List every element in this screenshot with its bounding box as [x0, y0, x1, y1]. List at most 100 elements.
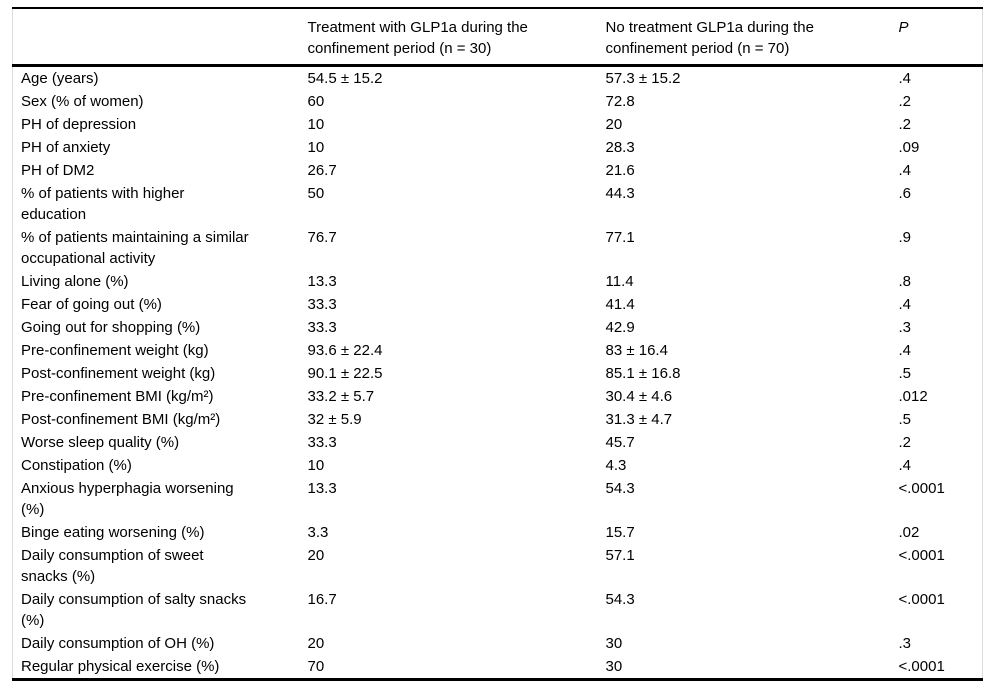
- table-row: Binge eating worsening (%) 3.3 15.7 .02: [13, 521, 983, 544]
- treatment-value: 70: [307, 658, 325, 675]
- row-label: Worse sleep quality (%): [21, 434, 180, 451]
- p-value: .2: [898, 93, 912, 110]
- treatment-value: 3.3: [307, 524, 329, 541]
- table-row: Age (years) 54.5 ± 15.2 57.3 ± 15.2 .4: [13, 66, 983, 91]
- no-treatment-value: 11.4: [605, 273, 634, 290]
- table-row: % of patients maintaining a similar occu…: [13, 226, 983, 270]
- table-row: Constipation (%) 10 4.3 .4: [13, 454, 983, 477]
- table-header: Treatment with GLP1a during the confinem…: [12, 8, 983, 67]
- table-row: Regular physical exercise (%) 70 30 <.0001: [13, 655, 983, 680]
- p-value: .012: [898, 388, 928, 405]
- table-row: Daily consumption of sweet snacks (%) 20 5…: [13, 544, 983, 588]
- p-value: .6: [898, 185, 912, 202]
- p-value: .3: [898, 635, 912, 652]
- row-label: Pre-confinement BMI (kg/m²): [21, 388, 214, 405]
- p-value: .02: [898, 524, 920, 541]
- table-row: PH of DM2 26.7 21.6 .4: [13, 159, 983, 182]
- p-value: .2: [898, 116, 912, 133]
- p-value: <.0001: [898, 591, 945, 608]
- no-treatment-value: 85.1 ± 16.8: [605, 365, 681, 382]
- glp1a-comparison-table: Treatment with GLP1a during the confinem…: [12, 7, 983, 681]
- no-treatment-value: 4.3: [605, 457, 627, 474]
- row-label: Daily consumption of sweet snacks (%): [21, 547, 204, 585]
- p-value: .2: [898, 434, 912, 451]
- header-row: Treatment with GLP1a during the confinem…: [12, 8, 983, 67]
- row-label: Anxious hyperphagia worsening (%): [21, 480, 234, 518]
- treatment-value: 60: [307, 93, 325, 110]
- no-treatment-value: 31.3 ± 4.7: [605, 411, 673, 428]
- no-treatment-value: 42.9: [605, 319, 635, 336]
- no-treatment-value: 57.1: [605, 547, 635, 564]
- row-label: Daily consumption of OH (%): [21, 635, 215, 652]
- p-value: .4: [898, 342, 912, 359]
- row-label: % of patients with higher education: [21, 185, 185, 223]
- table-body: Age (years) 54.5 ± 15.2 57.3 ± 15.2 .4 Sex (…: [13, 66, 983, 680]
- no-treatment-value: 72.8: [605, 93, 635, 110]
- table-row: Fear of going out (%) 33.3 41.4 .4: [13, 293, 983, 316]
- table-row: Post-confinement weight (kg) 90.1 ± 22.5 8…: [13, 362, 983, 385]
- no-treatment-value: 30.4 ± 4.6: [605, 388, 673, 405]
- table-row: Living alone (%) 13.3 11.4 .8: [13, 270, 983, 293]
- header-p-value: P: [898, 8, 983, 67]
- table-row: Going out for shopping (%) 33.3 42.9 .3: [13, 316, 983, 339]
- table-row: PH of anxiety 10 28.3 .09: [13, 136, 983, 159]
- no-treatment-value: 77.1: [605, 229, 635, 246]
- no-treatment-value: 54.3: [605, 591, 635, 608]
- treatment-value: 16.7: [307, 591, 337, 608]
- table-row: Daily consumption of OH (%) 20 30 .3: [13, 632, 983, 655]
- treatment-value: 20: [307, 635, 325, 652]
- table-row: Anxious hyperphagia worsening (%) 13.3 54.…: [13, 477, 983, 521]
- p-value: .9: [898, 229, 912, 246]
- row-label: Post-confinement BMI (kg/m²): [21, 411, 221, 428]
- treatment-value: 33.2 ± 5.7: [307, 388, 375, 405]
- treatment-value: 13.3: [307, 480, 337, 497]
- p-value: .8: [898, 273, 912, 290]
- row-label: Binge eating worsening (%): [21, 524, 205, 541]
- p-value: .4: [898, 296, 912, 313]
- table-row: Post-confinement BMI (kg/m²) 32 ± 5.9 31.3…: [13, 408, 983, 431]
- no-treatment-value: 15.7: [605, 524, 635, 541]
- no-treatment-value: 20: [605, 116, 623, 133]
- p-value: .5: [898, 411, 912, 428]
- p-value: <.0001: [898, 480, 945, 497]
- no-treatment-value: 41.4: [605, 296, 635, 313]
- no-treatment-value: 30: [605, 635, 623, 652]
- p-value: .4: [898, 162, 912, 179]
- header-treatment-group: Treatment with GLP1a during the confinem…: [307, 8, 606, 67]
- treatment-value: 26.7: [307, 162, 337, 179]
- no-treatment-value: 28.3: [605, 139, 635, 156]
- treatment-value: 13.3: [307, 273, 337, 290]
- p-value: .5: [898, 365, 912, 382]
- row-label: Regular physical exercise (%): [21, 658, 220, 675]
- p-value: .3: [898, 319, 912, 336]
- row-label: Age (years): [21, 70, 99, 87]
- no-treatment-value: 30: [605, 658, 623, 675]
- treatment-value: 20: [307, 547, 325, 564]
- table-row: Daily consumption of salty snacks (%) 16.…: [13, 588, 983, 632]
- row-label: PH of depression: [21, 116, 137, 133]
- treatment-value: 33.3: [307, 434, 337, 451]
- row-label: PH of anxiety: [21, 139, 111, 156]
- treatment-value: 54.5 ± 15.2: [307, 70, 383, 87]
- treatment-value: 32 ± 5.9: [307, 411, 362, 428]
- treatment-value: 33.3: [307, 296, 337, 313]
- header-empty-cell: [12, 8, 308, 67]
- treatment-value: 33.3: [307, 319, 337, 336]
- table-row: % of patients with higher education 50 44.…: [13, 182, 983, 226]
- row-label: Post-confinement weight (kg): [21, 365, 216, 382]
- p-value: .09: [898, 139, 920, 156]
- treatment-value: 10: [307, 457, 325, 474]
- row-label: Constipation (%): [21, 457, 132, 474]
- p-value: <.0001: [898, 658, 945, 675]
- table-row: Pre-confinement weight (kg) 93.6 ± 22.4 83…: [13, 339, 983, 362]
- row-label: Going out for shopping (%): [21, 319, 201, 336]
- table-row: PH of depression 10 20 .2: [13, 113, 983, 136]
- row-label: % of patients maintaining a similar occu…: [21, 229, 249, 267]
- row-label: Living alone (%): [21, 273, 129, 290]
- treatment-value: 10: [307, 116, 325, 133]
- no-treatment-value: 54.3: [605, 480, 635, 497]
- no-treatment-value: 57.3 ± 15.2: [605, 70, 681, 87]
- treatment-value: 50: [307, 185, 325, 202]
- row-label: Fear of going out (%): [21, 296, 162, 313]
- row-label: Daily consumption of salty snacks (%): [21, 591, 247, 629]
